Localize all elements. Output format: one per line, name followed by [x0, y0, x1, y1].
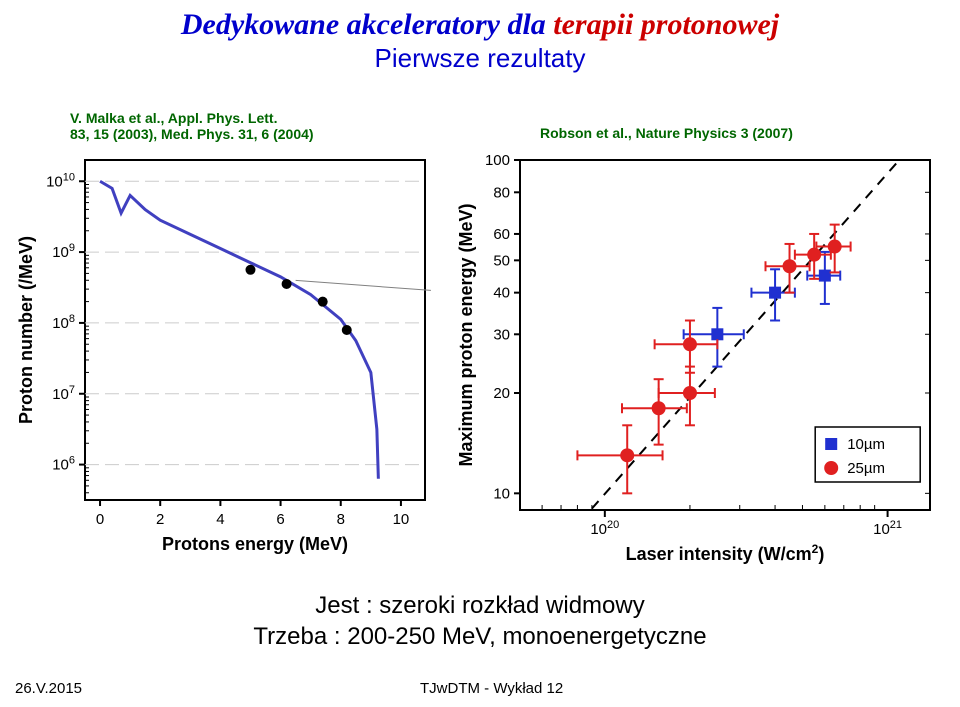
svg-text:8: 8 — [337, 511, 345, 528]
svg-text:0: 0 — [96, 511, 104, 528]
svg-text:10: 10 — [493, 485, 510, 502]
charts-container: 10610710810910100246810Protons energy (M… — [10, 150, 950, 580]
citation-left: V. Malka et al., Appl. Phys. Lett. 83, 1… — [70, 110, 370, 142]
conclusion-line1: Jest : szeroki rozkład widmowy — [315, 592, 644, 619]
svg-text:1020: 1020 — [590, 519, 619, 538]
svg-text:107: 107 — [52, 384, 75, 403]
svg-text:2: 2 — [156, 511, 164, 528]
svg-text:Proton number (/MeV): Proton number (/MeV) — [16, 236, 36, 424]
citation-right: Robson et al., Nature Physics 3 (2007) — [540, 125, 890, 141]
footer-lecture: TJwDTM - Wykład 12 — [420, 680, 563, 697]
footer-date: 26.V.2015 — [15, 680, 82, 697]
svg-text:1010: 1010 — [46, 171, 75, 190]
svg-text:6: 6 — [276, 511, 284, 528]
conclusion-line2: Trzeba : 200-250 MeV, monoenergetyczne — [253, 623, 706, 650]
svg-text:Maximum proton energy (MeV): Maximum proton energy (MeV) — [456, 203, 476, 466]
citation-left-l2: 83, 15 (2003), Med. Phys. 31, 6 (2004) — [70, 126, 314, 142]
svg-text:50: 50 — [493, 252, 510, 269]
svg-text:20: 20 — [493, 385, 510, 402]
proton-spectrum-chart: 106 107 108 109 1010 0 2 4 6 8 10 Protons energy (M… — [10, 150, 440, 570]
svg-text:1021: 1021 — [873, 519, 902, 538]
subtitle: Pierwsze rezultaty — [0, 43, 960, 74]
svg-text:40: 40 — [493, 285, 510, 302]
svg-text:80: 80 — [493, 184, 510, 201]
citation-left-l1: V. Malka et al., Appl. Phys. Lett. — [70, 110, 277, 126]
conclusion-text: Jest : szeroki rozkład widmowy Trzeba : … — [0, 590, 960, 652]
svg-text:Protons energy (MeV): Protons energy (MeV) — [162, 534, 348, 554]
svg-text:60: 60 — [493, 226, 510, 243]
svg-text:30: 30 — [493, 326, 510, 343]
svg-text:108: 108 — [52, 313, 75, 332]
svg-text:109: 109 — [52, 242, 75, 261]
svg-text:25µm: 25µm — [847, 460, 885, 477]
page-title: Dedykowane akceleratory dla terapii prot… — [0, 0, 960, 41]
svg-text:10: 10 — [393, 511, 410, 528]
energy-vs-intensity-chart: 1020304050608010010201021Laser intensity… — [450, 150, 950, 570]
svg-text:4: 4 — [216, 511, 224, 528]
svg-text:106: 106 — [52, 455, 75, 474]
svg-text:10µm: 10µm — [847, 436, 885, 453]
title-part2: terapii protonowej — [546, 8, 779, 41]
svg-text:100: 100 — [485, 152, 510, 169]
svg-text:Laser intensity (W/cm2): Laser intensity (W/cm2) — [626, 542, 825, 564]
title-part1: Dedykowane akceleratory dla — [181, 8, 546, 41]
